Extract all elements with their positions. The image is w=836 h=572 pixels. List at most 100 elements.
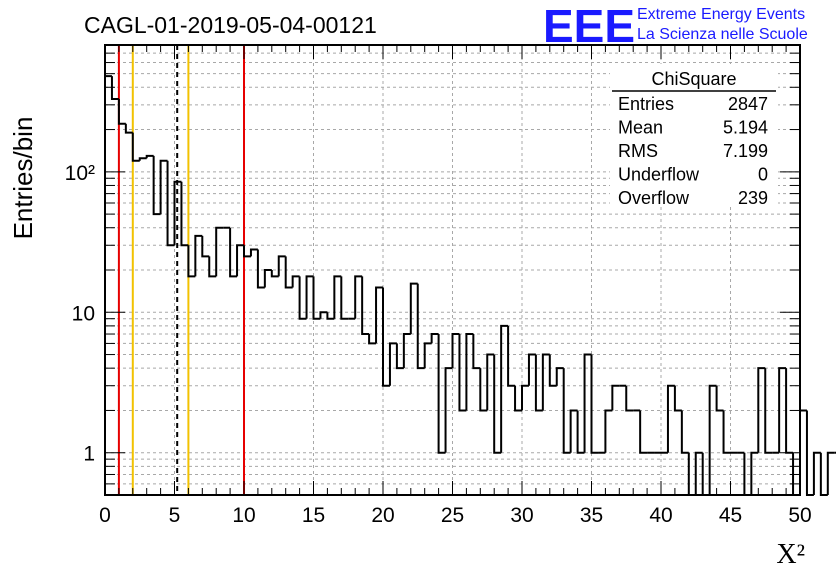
histogram-bin [263, 269, 272, 288]
histogram-bin [764, 368, 773, 454]
histogram-bin [333, 275, 342, 319]
stats-row-label: Entries [618, 94, 674, 114]
histogram-bin [277, 255, 286, 277]
histogram-bin [451, 333, 460, 369]
histogram-bin [138, 157, 147, 161]
histogram-bin [458, 334, 467, 412]
histogram-bin [541, 353, 550, 411]
histogram-bin [375, 286, 383, 344]
x-tick-label: 5 [169, 504, 181, 527]
histogram-bin [326, 312, 335, 320]
histogram-bin [673, 385, 682, 412]
histogram-bin [215, 226, 224, 277]
eee-logo-line2: La Scienza nelle Scuole [637, 26, 808, 43]
histogram-bin [430, 333, 439, 344]
histogram-bin [715, 385, 724, 412]
x-tick-label: 25 [441, 504, 464, 527]
histogram-bin [514, 385, 522, 412]
eee-logo-line1: Extreme Energy Events [637, 6, 805, 23]
histogram-bin [576, 410, 585, 454]
y-tick-label: 10² [65, 162, 95, 185]
histogram-bin [548, 354, 557, 387]
y-tick-label: 1 [83, 443, 95, 466]
histogram-bin [312, 276, 321, 320]
histogram-bin [243, 245, 251, 258]
x-axis-tick-labels: 0 5 10 15 20 25 30 35 40 45 50 [99, 504, 812, 527]
histogram-bin [382, 287, 390, 387]
histogram-bin [409, 282, 418, 335]
histogram-bin [249, 248, 258, 257]
histogram-bin [486, 353, 495, 411]
y-axis-tick-labels: 1 10 10² [65, 162, 95, 466]
histogram-bin [826, 451, 835, 495]
histogram-bin [569, 409, 578, 453]
stats-row-value: 2847 [728, 94, 768, 114]
histogram-bin [583, 353, 592, 453]
histogram-bin [201, 235, 210, 258]
stats-row-value: 5.194 [723, 118, 768, 138]
histogram-bin [722, 410, 731, 454]
histogram-bin [361, 276, 370, 336]
stats-row-label: RMS [618, 141, 658, 161]
x-tick-label: 10 [232, 504, 255, 527]
stats-title: ChiSquare [651, 69, 736, 89]
histogram-bin [757, 367, 766, 453]
histogram-bin [208, 256, 217, 278]
histogram-bin [437, 334, 446, 454]
histogram-bin [187, 245, 196, 278]
histogram-bin [236, 244, 244, 277]
stats-rows: Entries 2847 Mean 5.194 RMS 7.199 Underflow 0 Ov… [618, 94, 768, 208]
stats-row-value: 0 [758, 165, 768, 185]
histogram-bin [479, 368, 488, 412]
histogram-bin [284, 256, 293, 289]
histogram-bin [145, 154, 154, 159]
histogram-bin [180, 181, 189, 247]
histogram-bin [124, 123, 133, 134]
histogram-bin [500, 324, 509, 453]
histogram-bin [666, 384, 675, 453]
histogram-bin [368, 334, 377, 345]
histogram-bin [229, 227, 238, 278]
stats-row-value: 239 [738, 188, 768, 208]
histogram-bin [298, 276, 307, 320]
histogram-bin [590, 354, 599, 454]
stats-box: ChiSquare Entries 2847 Mean 5.194 RMS 7.199 Un… [610, 64, 778, 208]
histogram-bin [117, 99, 126, 125]
histogram-bin [625, 385, 634, 412]
stats-row-label: Underflow [618, 165, 700, 185]
histogram-bin [805, 410, 814, 496]
histogram-bin [402, 333, 411, 369]
stats-row-value: 7.199 [723, 141, 768, 161]
chart-title: CAGL-01-2019-05-04-00121 [84, 12, 377, 38]
histogram-bin [291, 275, 300, 288]
histogram-bin [131, 132, 140, 162]
eee-logo-letters: EEE [543, 0, 635, 52]
histogram-bin [562, 368, 571, 454]
stats-row-label: Overflow [618, 188, 690, 208]
histogram-bin [472, 334, 481, 370]
histogram-bin [708, 384, 717, 495]
histogram-bin [680, 410, 689, 454]
histogram-bin [812, 451, 821, 495]
histogram-bin [493, 354, 502, 454]
x-tick-label: 50 [788, 504, 811, 527]
histogram-bin [173, 180, 182, 246]
histogram-bin [152, 155, 161, 216]
y-axis-label: Entries/bin [8, 117, 38, 240]
stats-box-background [610, 64, 778, 207]
histogram-bin [388, 342, 397, 386]
histogram-bin [611, 384, 620, 411]
histogram-bin [416, 283, 425, 370]
y-tick-label: 10 [72, 302, 95, 325]
histogram-bin [507, 325, 516, 387]
histogram-bin [521, 384, 529, 411]
histogram-bin [527, 353, 536, 386]
x-tick-label: 0 [99, 504, 111, 527]
x-axis-label: X² [776, 539, 805, 570]
histogram-bin [305, 275, 314, 319]
x-tick-label: 35 [580, 504, 603, 527]
histogram-bin [319, 311, 328, 319]
histogram-bin [354, 275, 363, 319]
histogram-bin [639, 410, 648, 454]
